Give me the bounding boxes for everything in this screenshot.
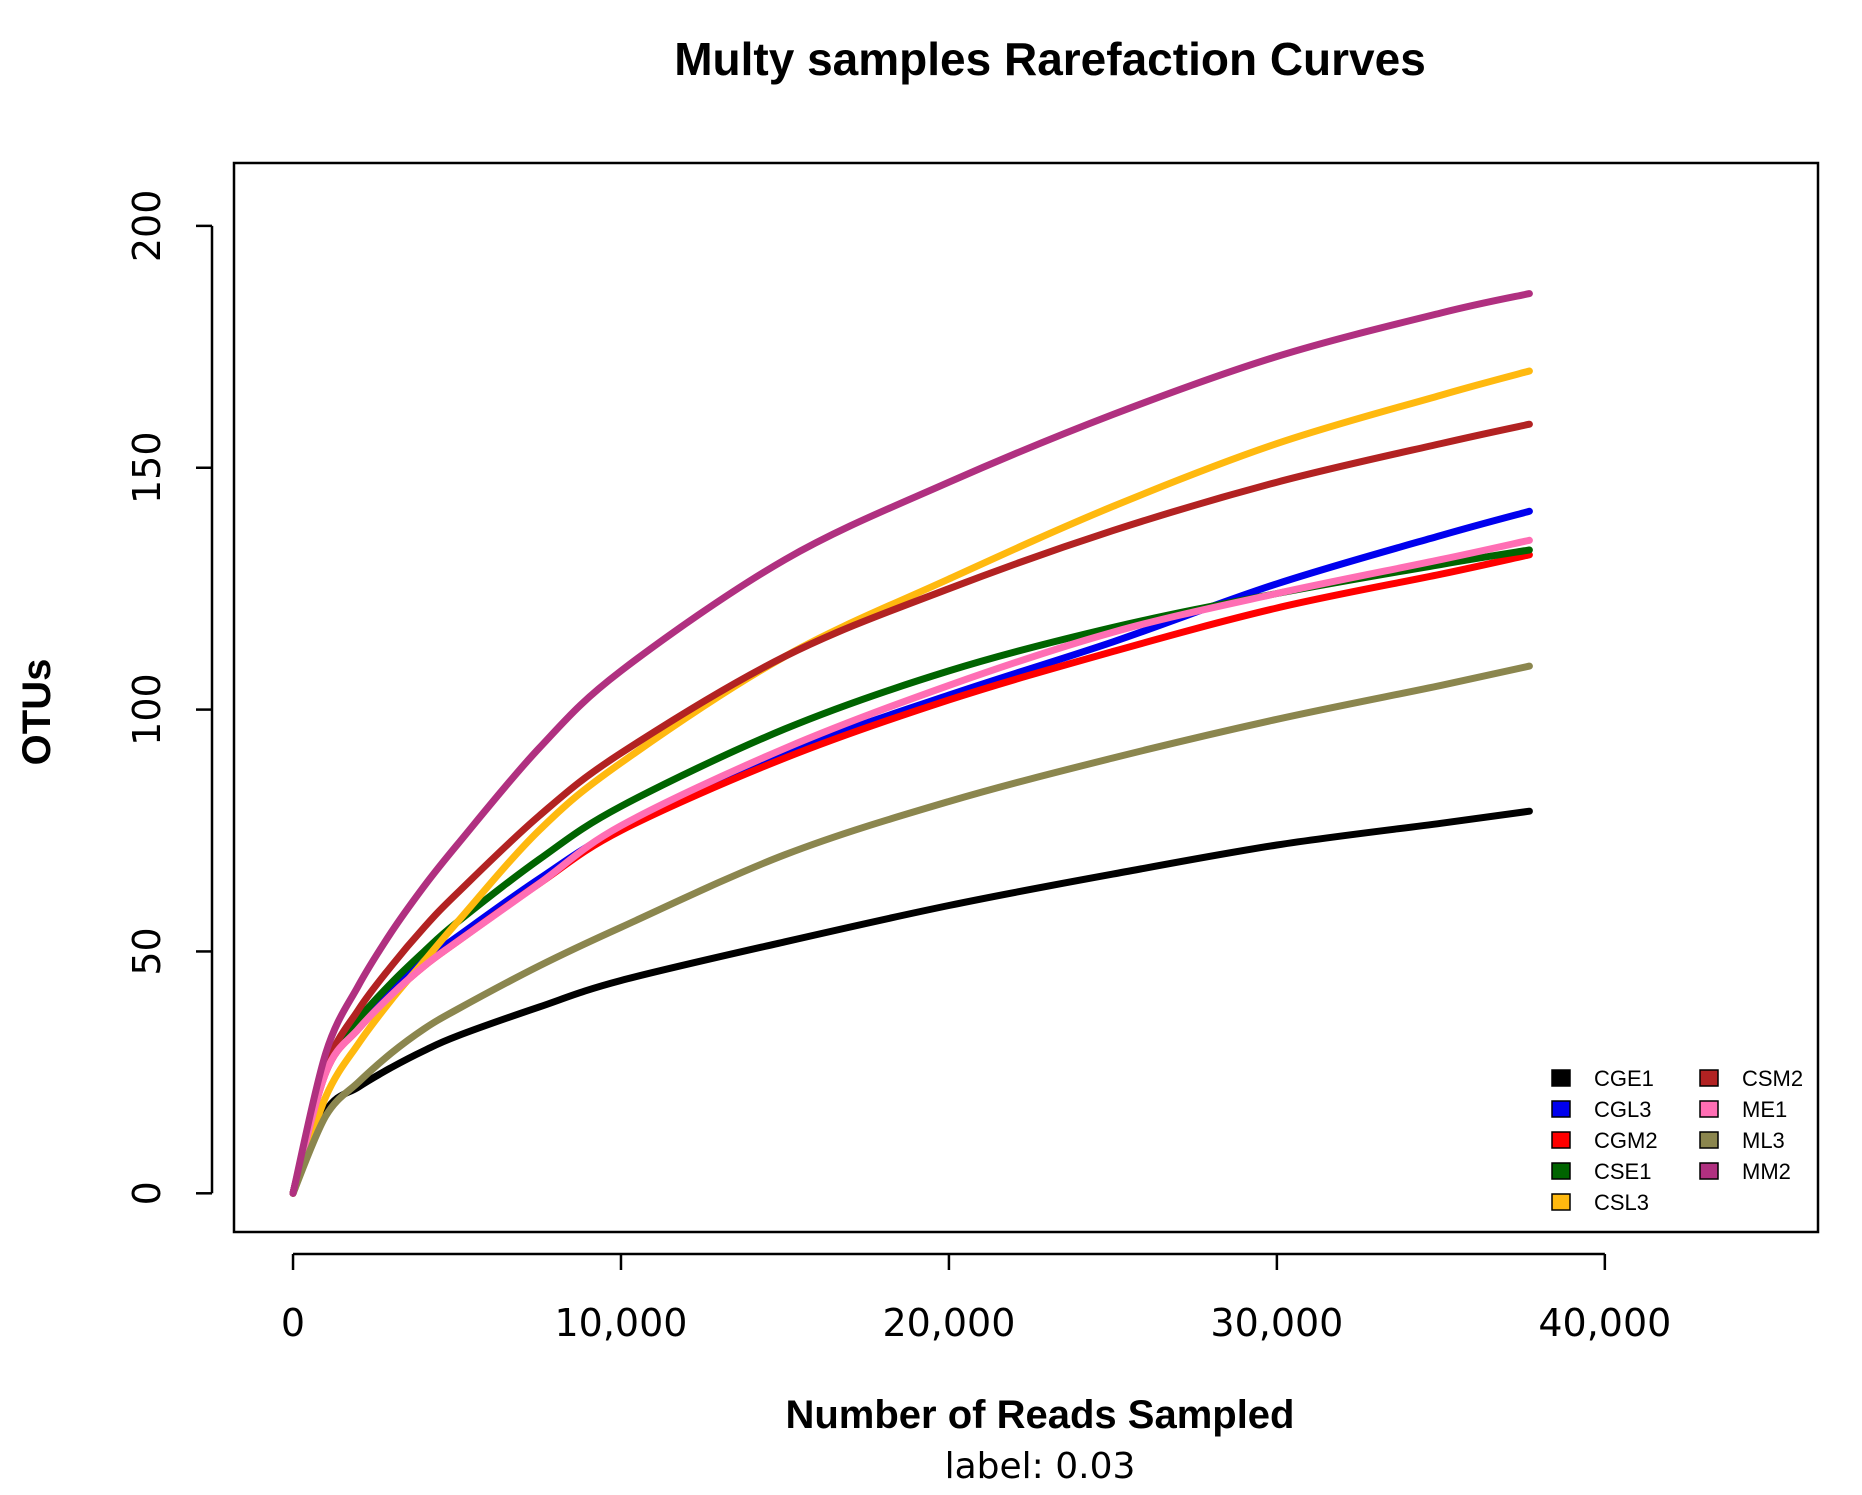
x-tick-label: 20,000 <box>882 1301 1015 1345</box>
series-line-mm2 <box>289 290 1533 1197</box>
x-tick-label: 10,000 <box>554 1301 687 1345</box>
chart-title: Multy samples Rarefaction Curves <box>674 33 1426 85</box>
legend: CGE1 CGL3 CGM2 CSE1 CSL3 CSM2 ME1 ML3 MM2 <box>1551 1066 1803 1215</box>
y-tick-label: 100 <box>125 673 169 746</box>
y-axis: 0 50 100 150 200 <box>125 190 214 1205</box>
legend-label-cge1: CGE1 <box>1594 1066 1654 1091</box>
legend-label-cgm2: CGM2 <box>1594 1128 1658 1153</box>
y-axis-label: OTUs <box>15 659 59 766</box>
y-tick-label: 50 <box>125 927 169 975</box>
legend-swatch-cse1 <box>1551 1162 1571 1180</box>
legend-swatch-me1 <box>1699 1100 1719 1118</box>
legend-label-cgl3: CGL3 <box>1594 1097 1651 1122</box>
x-tick-label: 30,000 <box>1210 1301 1343 1345</box>
series-lines <box>289 290 1533 1197</box>
legend-label-ml3: ML3 <box>1742 1128 1785 1153</box>
legend-swatch-cge1 <box>1551 1069 1571 1087</box>
legend-label-cse1: CSE1 <box>1594 1159 1651 1184</box>
legend-label-me1: ME1 <box>1742 1097 1787 1122</box>
legend-swatch-csm2 <box>1699 1069 1719 1087</box>
series-line-cgl3 <box>289 507 1533 1197</box>
series-line-ml3 <box>289 662 1533 1197</box>
series-line-cge1 <box>289 807 1533 1197</box>
legend-swatch-mm2 <box>1699 1162 1719 1180</box>
series-line-csm2 <box>289 420 1533 1197</box>
y-tick-label: 200 <box>125 190 169 263</box>
x-axis-sublabel: label: 0.03 <box>945 1446 1136 1487</box>
legend-label-mm2: MM2 <box>1742 1159 1791 1184</box>
x-tick-label: 0 <box>281 1301 305 1345</box>
x-axis: 0 10,000 20,000 30,000 40,000 <box>281 1252 1671 1345</box>
y-tick-label: 150 <box>125 431 169 504</box>
y-tick-label: 0 <box>125 1181 169 1205</box>
series-line-me1 <box>289 536 1533 1197</box>
plot-frame <box>232 161 1820 1234</box>
legend-swatch-ml3 <box>1699 1131 1719 1149</box>
legend-swatch-cgm2 <box>1551 1131 1571 1149</box>
x-axis-label: Number of Reads Sampled <box>785 1393 1294 1437</box>
x-tick-label: 40,000 <box>1538 1301 1671 1345</box>
legend-swatch-cgl3 <box>1551 1100 1571 1118</box>
series-line-csl3 <box>289 367 1533 1197</box>
legend-label-csm2: CSM2 <box>1742 1066 1803 1091</box>
legend-swatch-csl3 <box>1551 1193 1571 1211</box>
legend-label-csl3: CSL3 <box>1594 1190 1649 1215</box>
